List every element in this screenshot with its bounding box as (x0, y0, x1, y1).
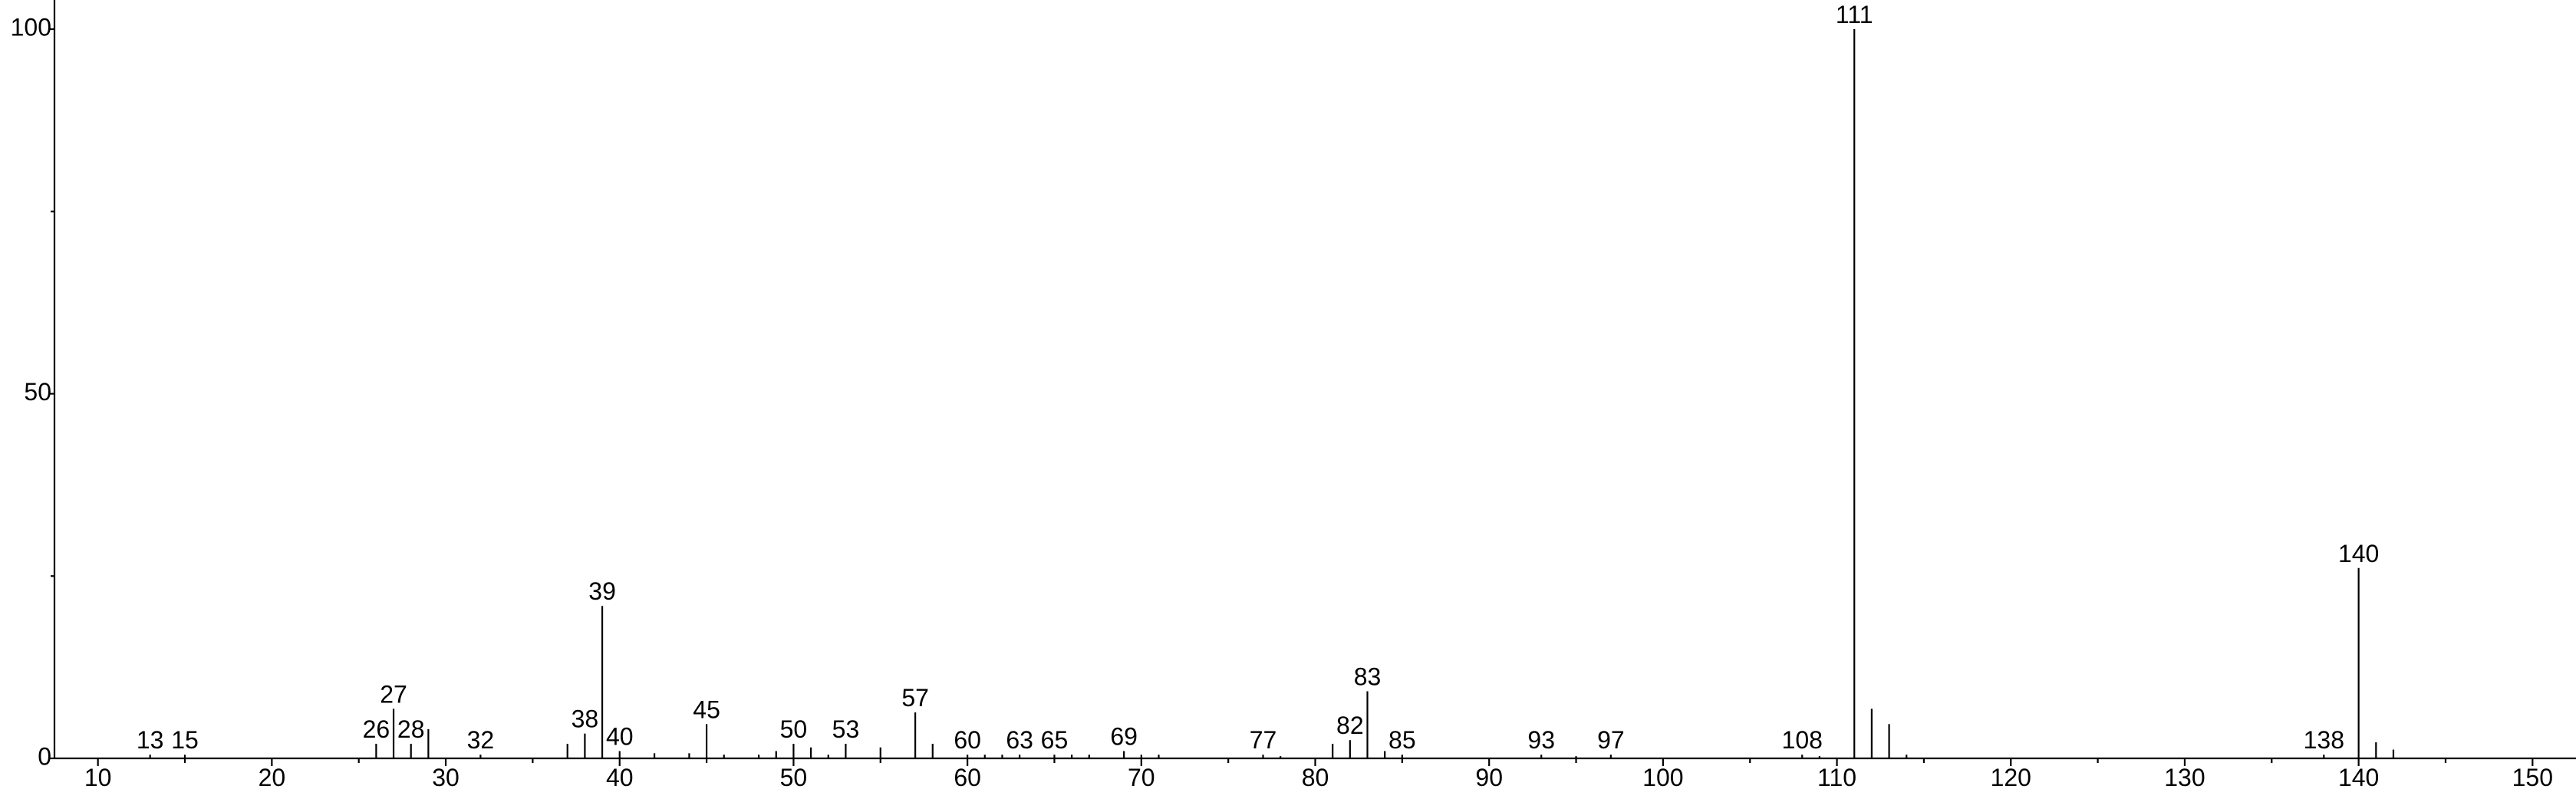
x-tick-label: 40 (606, 764, 634, 791)
x-tick-label: 30 (432, 764, 460, 791)
x-tick-label: 140 (2338, 764, 2379, 791)
x-tick-label: 80 (1302, 764, 1329, 791)
peak-label: 57 (901, 684, 929, 712)
peak-label: 60 (954, 726, 981, 754)
peak-label: 97 (1597, 726, 1625, 754)
peak-label: 138 (2304, 726, 2344, 754)
peak-label: 85 (1388, 726, 1416, 754)
x-tick-label: 110 (1817, 764, 1856, 791)
peak-label: 111 (1836, 1, 1873, 28)
peak-label: 83 (1354, 663, 1382, 691)
peak-label: 53 (832, 715, 860, 743)
x-tick-label: 50 (780, 764, 808, 791)
peak-label: 77 (1250, 726, 1277, 754)
x-tick-label: 90 (1475, 764, 1503, 791)
y-tick-label: 100 (11, 13, 51, 41)
peak-label: 45 (693, 695, 720, 723)
peak-label: 13 (137, 726, 164, 754)
y-tick-label: 50 (24, 378, 51, 406)
peak-label: 27 (380, 680, 407, 708)
peak-label: 39 (588, 577, 616, 605)
peak-label: 40 (606, 722, 634, 750)
x-tick-label: 70 (1128, 764, 1155, 791)
peak-label: 38 (572, 705, 599, 733)
x-tick-label: 10 (84, 764, 112, 791)
peak-label: 32 (467, 726, 495, 754)
x-tick-label: 130 (2164, 764, 2205, 791)
peak-label: 63 (1006, 726, 1033, 754)
peak-label: 82 (1336, 712, 1364, 739)
x-tick-label: 120 (1991, 764, 2031, 791)
peak-label: 108 (1782, 726, 1823, 754)
peak-label: 69 (1110, 722, 1138, 750)
peak-label: 28 (397, 715, 425, 743)
x-tick-label: 150 (2512, 764, 2553, 791)
peak-label: 65 (1041, 726, 1069, 754)
peak-label: 50 (780, 715, 808, 743)
y-tick-label: 0 (38, 742, 51, 770)
peak-label: 140 (2338, 540, 2379, 567)
peak-label: 26 (363, 715, 390, 743)
x-tick-label: 20 (259, 764, 286, 791)
peak-label: 15 (171, 726, 199, 754)
x-tick-label: 100 (1642, 764, 1683, 791)
peak-label: 93 (1527, 726, 1555, 754)
x-tick-label: 60 (954, 764, 981, 791)
